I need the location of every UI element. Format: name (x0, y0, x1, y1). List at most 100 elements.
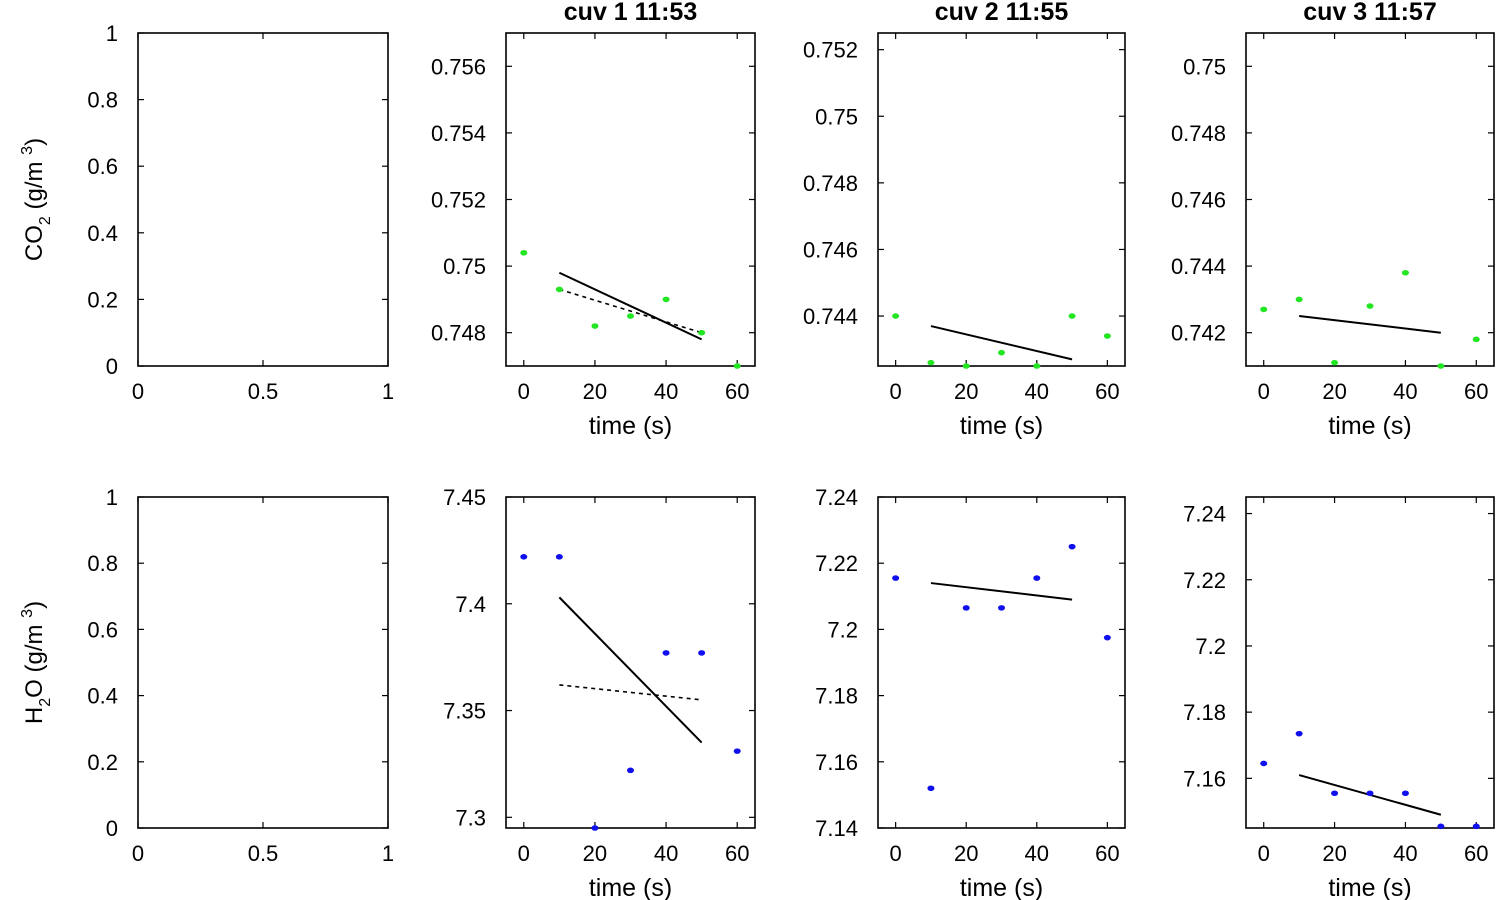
y-tick-label: 7.24 (815, 485, 858, 510)
x-tick-label: 0 (518, 379, 530, 404)
fit-line-solid (930, 325, 1073, 361)
x-tick-label: 20 (1322, 841, 1346, 866)
data-point (1437, 823, 1445, 830)
data-point (733, 363, 741, 369)
y-tick-label: 0.6 (87, 617, 118, 642)
fit-line-dashed (559, 288, 702, 334)
x-tick-label: 40 (1393, 379, 1417, 404)
data-point (1401, 269, 1409, 276)
x-tick-label: 60 (1464, 379, 1488, 404)
y-tick-label: 7.35 (443, 699, 486, 724)
x-axis-label: time (s) (960, 412, 1043, 440)
data-point (698, 650, 706, 656)
x-axis-label: time (s) (589, 412, 672, 440)
data-point (555, 286, 563, 293)
x-tick-label: 40 (654, 379, 678, 404)
x-tick-label: 0 (132, 841, 144, 866)
y-tick-label: 0.4 (87, 221, 118, 246)
x-tick-label: 0.5 (248, 841, 279, 866)
x-tick-label: 40 (654, 841, 678, 866)
panel-1: 0 0.5 1 0 0.2 0.4 0.6 0.8 1 CO2 (g/m 3) (19, 21, 394, 404)
data-point (962, 605, 970, 611)
data-point (1472, 823, 1480, 830)
panel-8: 0 20 40 60 7.16 7.18 7.2 7.22 7.24 time (s) (1183, 496, 1495, 900)
data-point (1295, 296, 1303, 303)
y-tick-label: 7.16 (815, 750, 858, 775)
data-point (1068, 313, 1076, 319)
data-point (520, 553, 528, 560)
y-tick-label: 0.75 (443, 254, 486, 279)
fit-line-dashed (559, 684, 702, 701)
plot-frame (1245, 32, 1495, 367)
fit-line-solid (558, 271, 703, 341)
y-tick-label: 7.22 (1183, 568, 1226, 593)
x-tick-label: 60 (1464, 841, 1488, 866)
data-point (998, 605, 1005, 611)
plot-frame (1245, 496, 1495, 829)
x-axis-label: time (s) (589, 874, 672, 900)
data-point (662, 650, 670, 656)
data-point (927, 785, 935, 792)
y-tick-label: 7.45 (443, 485, 486, 510)
x-tick-label: 0 (518, 841, 530, 866)
panel-7: 0 20 40 60 7.14 7.16 7.18 7.2 7.22 7.24 time (s) (815, 485, 1126, 900)
y-tick-label: 0.752 (431, 188, 486, 213)
x-axis-label: time (s) (1328, 412, 1411, 440)
y-tick-label: 0.75 (815, 104, 858, 129)
x-tick-label: 1 (382, 379, 394, 404)
y-tick-label: 7.2 (827, 617, 858, 642)
y-tick-label: 0.746 (1171, 188, 1226, 213)
y-tick-label: 7.2 (1195, 634, 1226, 659)
panel-4: 0 20 40 60 0.742 0.744 0.746 0.748 0.75 cuv 3 11:… (1171, 0, 1495, 440)
x-tick-label: 20 (583, 379, 607, 404)
data-point (698, 329, 706, 336)
y-tick-label: 0.754 (431, 121, 486, 146)
y-tick-label: 0.756 (431, 54, 486, 79)
y-axis-label: H2O (g/m 3) (19, 601, 54, 724)
y-tick-label: 0.2 (87, 750, 118, 775)
data-point (1366, 303, 1374, 309)
data-point (1331, 359, 1339, 366)
panel-2: 0 20 40 60 0.748 0.75 0.752 0.754 0.756 cuv 1 11:… (431, 0, 756, 440)
y-tick-label: 0.748 (431, 321, 486, 346)
x-axis-label: time (s) (1328, 874, 1411, 900)
panel-title: cuv 2 11:55 (935, 0, 1069, 26)
x-tick-label: 40 (1025, 379, 1049, 404)
x-tick-label: 0 (1258, 841, 1270, 866)
x-tick-label: 20 (1322, 379, 1346, 404)
x-tick-label: 0 (890, 379, 902, 404)
panel-title: cuv 1 11:53 (564, 0, 697, 26)
data-point (1068, 543, 1076, 550)
y-tick-label: 0.744 (1171, 254, 1226, 279)
y-tick-label: 0.4 (87, 684, 118, 709)
y-tick-label: 7.22 (815, 551, 858, 576)
fit-line-solid (930, 582, 1073, 601)
plot-frame (877, 496, 1126, 829)
y-tick-label: 0.8 (87, 88, 118, 113)
x-tick-label: 20 (954, 841, 978, 866)
y-tick-label: 0.75 (1183, 54, 1226, 79)
data-point (1103, 634, 1111, 641)
plot-frame (137, 32, 389, 367)
y-tick-label: 0.748 (803, 171, 858, 196)
y-tick-label: 0.748 (1171, 121, 1226, 146)
y-tick-label: 0.742 (1171, 321, 1226, 346)
x-tick-label: 1 (382, 841, 394, 866)
y-tick-label: 0.6 (87, 154, 118, 179)
y-axis-label: CO2 (g/m 3) (19, 138, 54, 261)
y-tick-label: 0.8 (87, 551, 118, 576)
x-tick-label: 60 (725, 379, 749, 404)
x-tick-label: 60 (725, 841, 749, 866)
fit-line-solid (1299, 315, 1441, 334)
y-tick-label: 7.14 (815, 816, 858, 841)
data-point (1260, 306, 1268, 313)
panel-6: 0 20 40 60 7.3 7.35 7.4 7.45 time (s) (443, 485, 756, 900)
y-tick-label: 7.18 (815, 684, 858, 709)
data-point (520, 249, 528, 256)
y-tick-label: 0 (106, 354, 118, 379)
y-tick-label: 7.4 (455, 592, 486, 617)
data-point (1331, 790, 1339, 797)
data-point (1472, 336, 1480, 343)
data-point (1260, 760, 1268, 767)
